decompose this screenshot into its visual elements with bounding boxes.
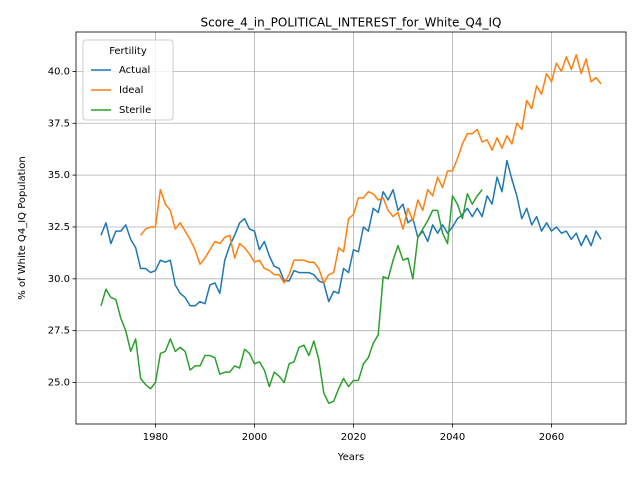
legend-label: Sterile [119, 105, 151, 116]
legend-title: Fertility [109, 46, 147, 57]
x-axis-label: Years [337, 452, 364, 463]
legend: Fertility Actual Ideal Sterile [82, 39, 174, 121]
series-line [100, 159, 602, 307]
y-tick-label: 25.0 [48, 378, 70, 389]
series-line [100, 189, 483, 405]
legend-label: Ideal [119, 85, 143, 96]
y-tick-label: 37.5 [48, 118, 70, 129]
y-tick-label: 35.0 [48, 170, 70, 181]
lines [100, 54, 602, 405]
legend-label: Actual [119, 65, 150, 76]
x-tick-label: 2060 [539, 432, 564, 443]
plot-frame [75, 31, 627, 425]
x-tick-label: 2040 [440, 432, 465, 443]
y-axis-label: % of White Q4_IQ Population [17, 156, 28, 300]
y-tick-label: 40.0 [48, 66, 70, 77]
legend-box [82, 39, 174, 121]
y-tick-label: 30.0 [48, 274, 70, 285]
x-tick-label: 2000 [242, 432, 267, 443]
y-tick-label: 27.5 [48, 326, 70, 337]
x-tick-label: 2020 [341, 432, 366, 443]
x-tick-label: 1980 [143, 432, 168, 443]
chart-title: Score_4_in_POLITICAL_INTEREST_for_White_… [201, 16, 502, 30]
y-tick-label: 32.5 [48, 222, 70, 233]
series-line [140, 54, 602, 284]
